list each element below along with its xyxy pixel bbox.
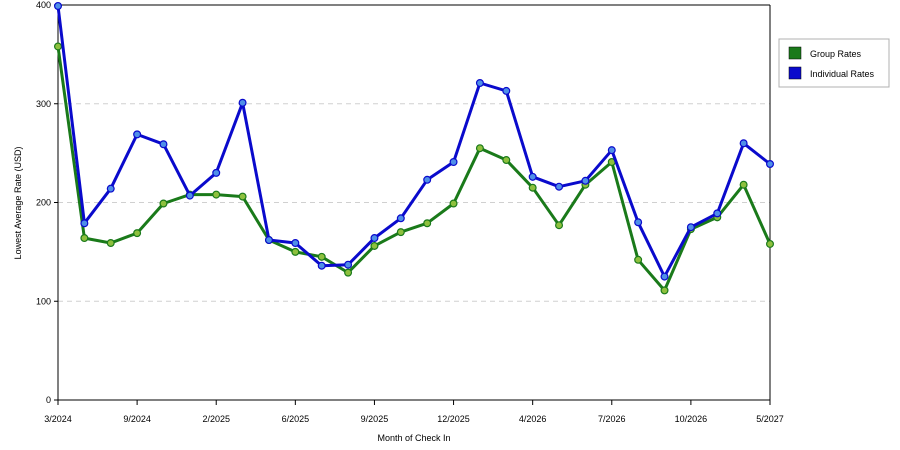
data-point-individual-rates — [713, 209, 722, 218]
data-point-individual-rates — [396, 214, 405, 223]
data-point-group-rates — [449, 199, 458, 208]
series-line-individual-rates — [56, 4, 772, 279]
data-point-group-rates — [80, 234, 89, 243]
data-point-group-rates — [634, 255, 643, 264]
data-point-individual-rates — [660, 272, 669, 281]
data-point-individual-rates — [423, 175, 432, 184]
data-point-individual-rates — [238, 98, 247, 107]
data-point-group-rates — [370, 241, 379, 250]
x-tick-label: 9/2025 — [361, 414, 389, 424]
data-point-group-rates — [660, 286, 669, 295]
data-point-individual-rates — [370, 234, 379, 243]
data-point-individual-rates — [765, 159, 774, 168]
y-tick-label: 300 — [36, 99, 51, 109]
data-point-group-rates — [238, 192, 247, 201]
x-tick-label: 5/2027 — [756, 414, 784, 424]
data-point-group-rates — [739, 180, 748, 189]
data-point-group-rates — [53, 42, 62, 51]
legend-label-group-rates: Group Rates — [810, 49, 862, 59]
data-point-individual-rates — [686, 223, 695, 232]
legend-box — [778, 38, 890, 88]
x-tick-label: 12/2025 — [437, 414, 470, 424]
data-point-group-rates — [212, 190, 221, 199]
data-point-individual-rates — [634, 218, 643, 227]
y-tick-label: 200 — [36, 198, 51, 208]
data-point-individual-rates — [607, 146, 616, 155]
data-point-group-rates — [555, 221, 564, 230]
data-point-individual-rates — [53, 1, 62, 10]
data-point-group-rates — [502, 156, 511, 165]
data-point-group-rates — [344, 268, 353, 277]
series-line-group-rates — [56, 45, 772, 292]
data-point-individual-rates — [449, 158, 458, 167]
tick-labels: 0 100 200 300 400 3/2024 9/2024 2/2025 6/2025 9/2… — [36, 0, 784, 424]
data-point-individual-rates — [475, 79, 484, 88]
data-point-individual-rates — [106, 184, 115, 193]
data-point-group-rates — [317, 252, 326, 261]
data-point-individual-rates — [317, 261, 326, 270]
data-point-individual-rates — [133, 130, 142, 139]
x-axis-title: Month of Check In — [377, 433, 450, 443]
series-layer — [53, 1, 774, 295]
x-tick-label: 3/2024 — [44, 414, 72, 424]
y-tick-label: 0 — [46, 395, 51, 405]
data-point-individual-rates — [212, 168, 221, 177]
y-tick-label: 400 — [36, 0, 51, 10]
legend: Group Rates Individual Rates — [778, 38, 890, 88]
data-point-group-rates — [291, 247, 300, 256]
x-tick-label: 2/2025 — [202, 414, 230, 424]
data-point-individual-rates — [502, 86, 511, 95]
data-point-group-rates — [106, 238, 115, 247]
data-point-individual-rates — [185, 191, 194, 200]
data-point-group-rates — [133, 229, 142, 238]
series-group-rates — [53, 42, 774, 295]
y-axis-title: Lowest Average Rate (USD) — [13, 147, 23, 260]
data-point-individual-rates — [159, 140, 168, 149]
x-tick-label: 7/2026 — [598, 414, 626, 424]
data-point-individual-rates — [264, 236, 273, 245]
data-point-individual-rates — [739, 139, 748, 148]
x-tick-label: 10/2026 — [675, 414, 708, 424]
data-point-group-rates — [528, 183, 537, 192]
grid-lines — [58, 103, 770, 302]
data-point-group-rates — [423, 219, 432, 228]
data-point-individual-rates — [80, 219, 89, 228]
legend-label-individual-rates: Individual Rates — [810, 69, 875, 79]
axes — [54, 4, 771, 405]
data-point-individual-rates — [581, 176, 590, 185]
data-point-group-rates — [765, 239, 774, 248]
legend-swatch-individual-rates — [788, 66, 802, 80]
x-tick-label: 6/2025 — [282, 414, 310, 424]
data-point-group-rates — [159, 199, 168, 208]
x-tick-label: 4/2026 — [519, 414, 547, 424]
data-point-individual-rates — [555, 182, 564, 191]
data-point-group-rates — [475, 144, 484, 153]
series-individual-rates — [53, 1, 774, 281]
data-point-individual-rates — [344, 260, 353, 269]
legend-swatch-group-rates — [788, 46, 802, 60]
data-point-individual-rates — [291, 238, 300, 247]
data-point-group-rates — [396, 228, 405, 237]
y-tick-label: 100 — [36, 296, 51, 306]
data-point-individual-rates — [528, 172, 537, 181]
x-tick-label: 9/2024 — [123, 414, 151, 424]
